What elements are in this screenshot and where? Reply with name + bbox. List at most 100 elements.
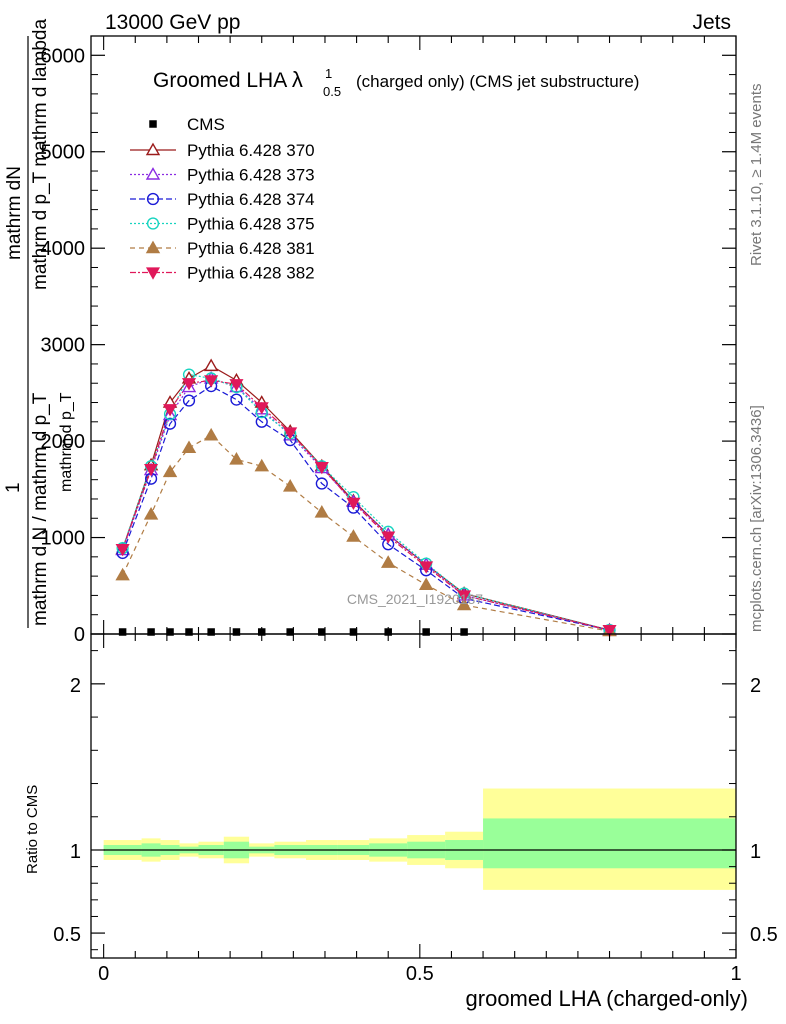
- series-line-p370: [122, 365, 610, 631]
- point-cms: [349, 628, 358, 636]
- mcplots-label: mcplots.cern.ch [arXiv:1306.3436]: [748, 405, 765, 632]
- title-main: Groomed LHA: [153, 69, 287, 92]
- point-p382: [115, 544, 130, 557]
- point-p381: [203, 427, 219, 441]
- point-cms: [118, 628, 127, 636]
- xtick-label-1: 0.5: [406, 963, 434, 985]
- point-p382: [229, 379, 244, 392]
- point-p382: [381, 531, 396, 544]
- ytick-label-0: 0: [74, 624, 85, 646]
- point-p382: [204, 375, 219, 388]
- point-cms: [422, 628, 430, 636]
- point-p381: [229, 452, 244, 465]
- point-p381: [456, 597, 472, 611]
- ytick-label-4: 4000: [41, 238, 86, 260]
- legend-label-cms: CMS: [187, 115, 225, 134]
- point-p381: [282, 479, 298, 492]
- point-cms: [257, 628, 266, 636]
- series-line-p381: [122, 434, 610, 632]
- ylabel-top: mathrm dN: [4, 166, 25, 260]
- point-p381: [162, 464, 178, 478]
- point-p381: [380, 555, 396, 568]
- point-cms: [460, 628, 468, 636]
- series-line-p374: [122, 385, 610, 631]
- legend-marker-p373: [145, 167, 161, 180]
- point-p382: [144, 463, 159, 477]
- point-p374: [255, 415, 268, 428]
- legend-marker-p370: [145, 142, 161, 156]
- point-cms: [166, 628, 174, 636]
- point-p382: [163, 404, 178, 417]
- ytick-label-2: 2000: [41, 431, 86, 453]
- point-p381: [314, 505, 330, 518]
- point-p381: [115, 567, 130, 581]
- ratio-ytick-label-right-0: 0.5: [750, 924, 778, 946]
- ratio-band-inner-13: [483, 818, 736, 869]
- legend-marker-p375: [146, 217, 160, 230]
- y-axis-label: mathrm dN mathrm d p_T mathrm d lambda 1…: [3, 19, 75, 628]
- ylabel-mid: mathrm d p_T mathrm d lambda: [30, 19, 51, 290]
- point-p382: [419, 561, 434, 574]
- legend-label-p381: Pythia 6.428 381: [187, 239, 315, 258]
- ratio-ytick-label-1: 1: [70, 841, 81, 863]
- watermark: CMS_2021_I1920187: [347, 591, 483, 607]
- title-symbol: λ: [292, 67, 303, 92]
- point-p381: [418, 577, 434, 591]
- ratio-frame: [90, 633, 737, 959]
- point-p381: [254, 458, 269, 472]
- xtick-label-0: 0: [98, 963, 109, 985]
- header-left: 13000 GeV pp: [105, 11, 240, 34]
- rivet-label: Rivet 3.1.10, ≥ 1.4M events: [748, 84, 765, 267]
- ytick-label-5: 5000: [41, 142, 86, 164]
- ratio-y-label: Ratio to CMS: [24, 785, 41, 874]
- legend-marker-p382: [145, 267, 161, 280]
- point-p382: [254, 402, 269, 415]
- ratio-ytick-label-right-2: 2: [750, 675, 761, 697]
- title-sup: 1: [325, 66, 332, 81]
- legend-label-p373: Pythia 6.428 373: [187, 166, 315, 185]
- point-p382: [346, 497, 361, 511]
- point-p382: [314, 462, 329, 475]
- ratio-ytick-label-0: 0.5: [53, 924, 81, 946]
- xtick-label-2: 1: [730, 963, 741, 985]
- legend-label-p382: Pythia 6.428 382: [187, 264, 315, 283]
- point-p381: [346, 529, 361, 542]
- point-cms: [147, 628, 155, 636]
- ylabel-den: mathrm d N / mathrm d p_T: [30, 392, 51, 626]
- point-p370: [203, 358, 219, 372]
- point-cms: [384, 628, 392, 636]
- svg-text:Groomed LHA λ: Groomed LHA λ: [153, 67, 303, 92]
- legend-label-p370: Pythia 6.428 370: [187, 141, 315, 160]
- point-cms: [185, 628, 193, 636]
- legend-marker-p374: [146, 192, 160, 206]
- ytick-label-3: 3000: [41, 335, 86, 357]
- point-cms: [207, 628, 215, 636]
- ylabel-den2: mathrm d p_T: [58, 392, 75, 492]
- legend-label-p374: Pythia 6.428 374: [187, 190, 315, 209]
- ratio-panel: 0 0.5 1 0.5 0.5 1 1 2 2: [53, 633, 778, 985]
- ylabel-one: 1: [3, 482, 24, 493]
- point-p382: [457, 590, 472, 603]
- plot-title: Groomed LHA λ 1 0.5 (charged only) (CMS …: [153, 66, 639, 99]
- main-panel: 0 1000 2000 3000 4000 5000 6000 CMS Pythia 6.428…: [41, 35, 737, 646]
- legend-marker-p381: [145, 240, 161, 254]
- point-p381: [181, 440, 197, 454]
- header-right: Jets: [692, 11, 731, 34]
- point-p381: [143, 506, 159, 520]
- title-sub: 0.5: [323, 84, 341, 99]
- legend: CMS Pythia 6.428 370 Pythia 6.428 373 Pythi…: [130, 115, 315, 283]
- point-cms: [318, 628, 326, 636]
- x-axis-label: groomed LHA (charged-only): [466, 986, 748, 1011]
- ratio-ytick-label-right-1: 1: [750, 841, 761, 863]
- ytick-label-1: 1000: [41, 528, 86, 550]
- point-cms: [286, 628, 294, 636]
- ratio-ytick-label-2: 2: [70, 675, 81, 697]
- point-cms: [232, 628, 241, 636]
- point-p374: [182, 394, 196, 407]
- point-p374: [163, 417, 177, 430]
- point-p382: [283, 427, 298, 440]
- title-rest: (charged only) (CMS jet substructure): [356, 72, 639, 91]
- legend-marker-cms: [149, 120, 157, 128]
- legend-label-p375: Pythia 6.428 375: [187, 215, 315, 234]
